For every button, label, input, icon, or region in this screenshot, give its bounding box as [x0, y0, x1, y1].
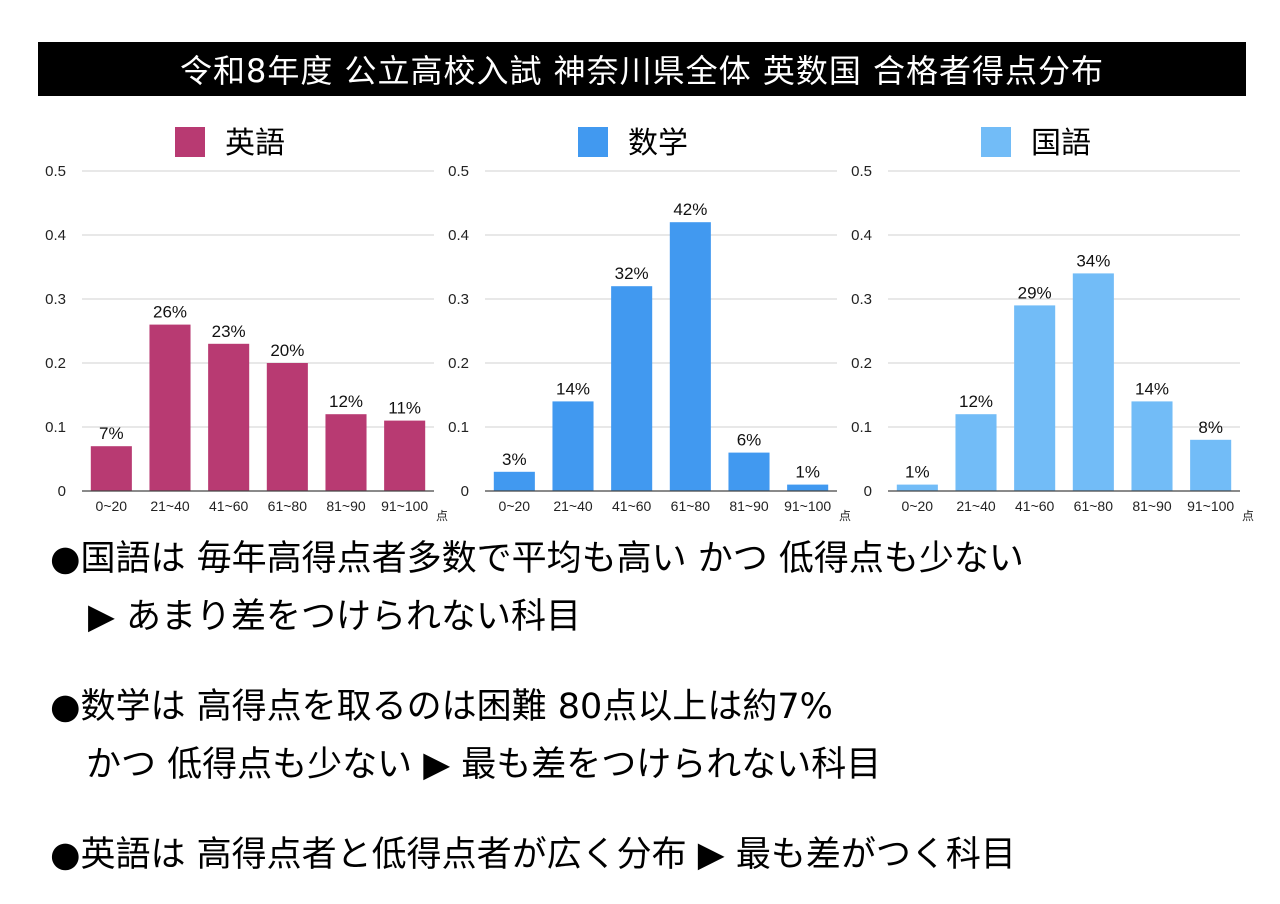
data-label: 26%	[153, 303, 187, 322]
data-label: 12%	[959, 392, 993, 411]
chart-english: 英語 0 0.1 0.2 0.3 0.4 0.5 7% 0~20 26% 21~40 23% 41~60…	[45, 126, 448, 523]
x-tick-label: 61~80	[1074, 498, 1114, 514]
legend-swatch	[981, 127, 1011, 157]
y-tick-label: 0	[461, 483, 469, 500]
data-label: 11%	[388, 399, 421, 418]
bar	[728, 452, 770, 491]
x-tick-label: 41~60	[1015, 498, 1055, 514]
bar	[266, 363, 308, 491]
x-tick-label: 61~80	[268, 498, 308, 514]
y-tick-label: 0.5	[448, 163, 469, 180]
bar	[1072, 273, 1114, 491]
y-tick-label: 0.3	[851, 291, 872, 308]
x-tick-label: 81~90	[326, 498, 366, 514]
bar	[493, 471, 535, 491]
data-label: 23%	[212, 322, 246, 341]
x-tick-label: 0~20	[499, 498, 531, 514]
bar	[90, 446, 132, 491]
x-tick-label: 21~40	[553, 498, 593, 514]
x-tick-label: 81~90	[729, 498, 769, 514]
x-tick-label: 0~20	[902, 498, 934, 514]
x-tick-label: 91~100	[1187, 498, 1234, 514]
legend: 国語	[981, 126, 1091, 161]
page-title: 令和8年度 公立高校入試 神奈川県全体 英数国 合格者得点分布	[38, 42, 1246, 96]
data-label: 32%	[615, 264, 649, 283]
data-label: 20%	[270, 341, 304, 360]
y-tick-label: 0.3	[448, 291, 469, 308]
x-unit-label: 点	[436, 509, 448, 523]
y-tick-label: 0.5	[45, 163, 66, 180]
bar	[1190, 439, 1232, 491]
bar	[149, 324, 191, 491]
x-tick-label: 61~80	[671, 498, 711, 514]
y-tick-label: 0	[864, 483, 872, 500]
data-label: 8%	[1198, 418, 1223, 437]
bar	[1014, 305, 1056, 491]
bar	[787, 484, 829, 491]
data-label: 34%	[1076, 251, 1110, 270]
bullet-math-conclusion: かつ 低得点も少ない ▶ 最も差をつけられない科目	[86, 745, 882, 785]
bar	[1131, 401, 1173, 491]
y-tick-label: 0.1	[448, 419, 469, 436]
y-tick-label: 0.4	[448, 227, 469, 244]
legend-label: 国語	[1031, 126, 1091, 161]
bullet-english: ●英語は 高得点者と低得点者が広く分布 ▶ 最も差がつく科目	[50, 835, 1016, 875]
data-label: 7%	[99, 424, 124, 443]
bar	[384, 420, 426, 491]
data-label: 3%	[502, 450, 527, 469]
y-tick-label: 0.4	[45, 227, 66, 244]
chart-math: 数学 0 0.1 0.2 0.3 0.4 0.5 3% 0~20 14% 21~40 32% 41~60…	[448, 126, 851, 523]
y-tick-label: 0.2	[448, 355, 469, 372]
y-tick-label: 0.1	[45, 419, 66, 436]
bullet-math: ●数学は 高得点を取るのは困難 80点以上は約7%	[50, 687, 833, 727]
data-label: 6%	[737, 431, 762, 450]
data-label: 1%	[795, 463, 820, 482]
x-tick-label: 41~60	[209, 498, 249, 514]
bar	[896, 484, 938, 491]
legend-swatch	[578, 127, 608, 157]
chart-japanese: 国語 0 0.1 0.2 0.3 0.4 0.5 1% 0~20 12% 21~40 29% 41~60…	[851, 126, 1254, 523]
y-tick-label: 0.5	[851, 163, 872, 180]
x-tick-label: 0~20	[96, 498, 128, 514]
bar	[955, 414, 997, 491]
legend: 数学	[578, 126, 688, 161]
x-unit-label: 点	[1242, 509, 1254, 523]
x-tick-label: 81~90	[1132, 498, 1172, 514]
legend-swatch	[175, 127, 205, 157]
data-label: 14%	[556, 379, 590, 398]
bar	[325, 414, 367, 491]
y-tick-label: 0.3	[45, 291, 66, 308]
y-tick-label: 0	[58, 483, 66, 500]
bullet-japanese-conclusion: ▶ あまり差をつけられない科目	[88, 597, 582, 637]
x-tick-label: 91~100	[784, 498, 831, 514]
x-tick-label: 21~40	[150, 498, 190, 514]
data-label: 1%	[905, 463, 930, 482]
y-tick-label: 0.2	[45, 355, 66, 372]
data-label: 12%	[329, 392, 363, 411]
legend: 英語	[175, 126, 285, 161]
x-tick-label: 21~40	[956, 498, 996, 514]
bar	[208, 343, 250, 491]
x-unit-label: 点	[839, 509, 851, 523]
legend-label: 数学	[628, 126, 688, 161]
data-label: 14%	[1135, 379, 1169, 398]
data-label: 29%	[1018, 283, 1052, 302]
bullet-japanese: ●国語は 毎年高得点者多数で平均も高い かつ 低得点も少ない	[50, 539, 1024, 579]
x-tick-label: 41~60	[612, 498, 652, 514]
bar	[611, 286, 653, 491]
bar	[552, 401, 594, 491]
legend-label: 英語	[225, 126, 285, 161]
y-tick-label: 0.2	[851, 355, 872, 372]
y-tick-label: 0.1	[851, 419, 872, 436]
x-tick-label: 91~100	[381, 498, 428, 514]
data-label: 42%	[673, 200, 707, 219]
bar	[669, 222, 711, 491]
y-tick-label: 0.4	[851, 227, 872, 244]
